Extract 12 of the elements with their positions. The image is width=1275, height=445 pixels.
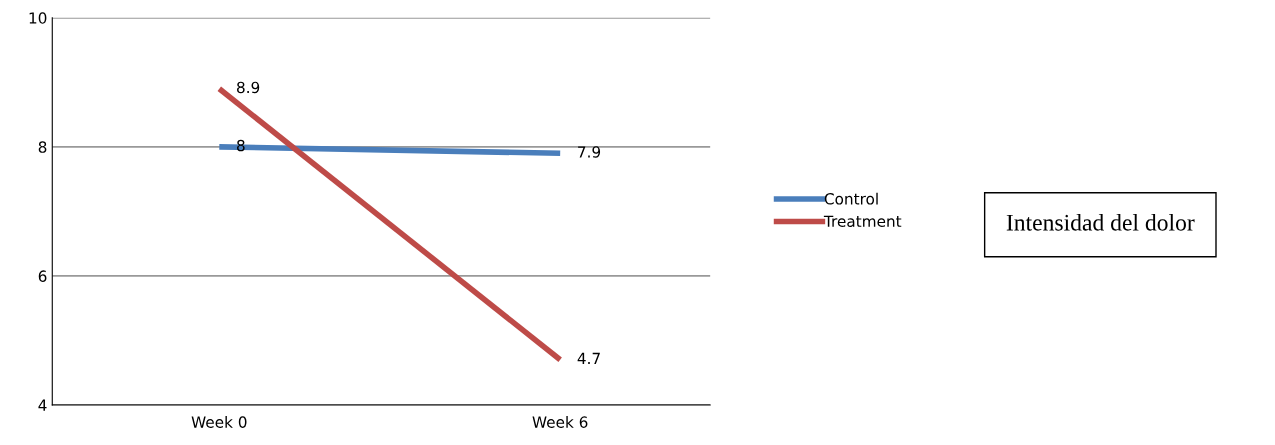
- y-tick-label: 8: [38, 141, 47, 153]
- x-tick-label: Week 0: [191, 416, 247, 428]
- x-tick-label: Week 6: [532, 416, 588, 428]
- y-tick-label: 6: [38, 270, 47, 282]
- legend-label: Treatment: [823, 215, 902, 228]
- y-tick-label: 10: [29, 12, 47, 24]
- legend-label: Control: [824, 192, 878, 205]
- text: Intensidad del dolor: [1006, 214, 1195, 231]
- data-label: 7.9: [578, 146, 601, 158]
- data-label: 8.9: [237, 81, 260, 94]
- data-label: 4.7: [577, 352, 600, 364]
- y-tick-label: 4: [38, 399, 47, 411]
